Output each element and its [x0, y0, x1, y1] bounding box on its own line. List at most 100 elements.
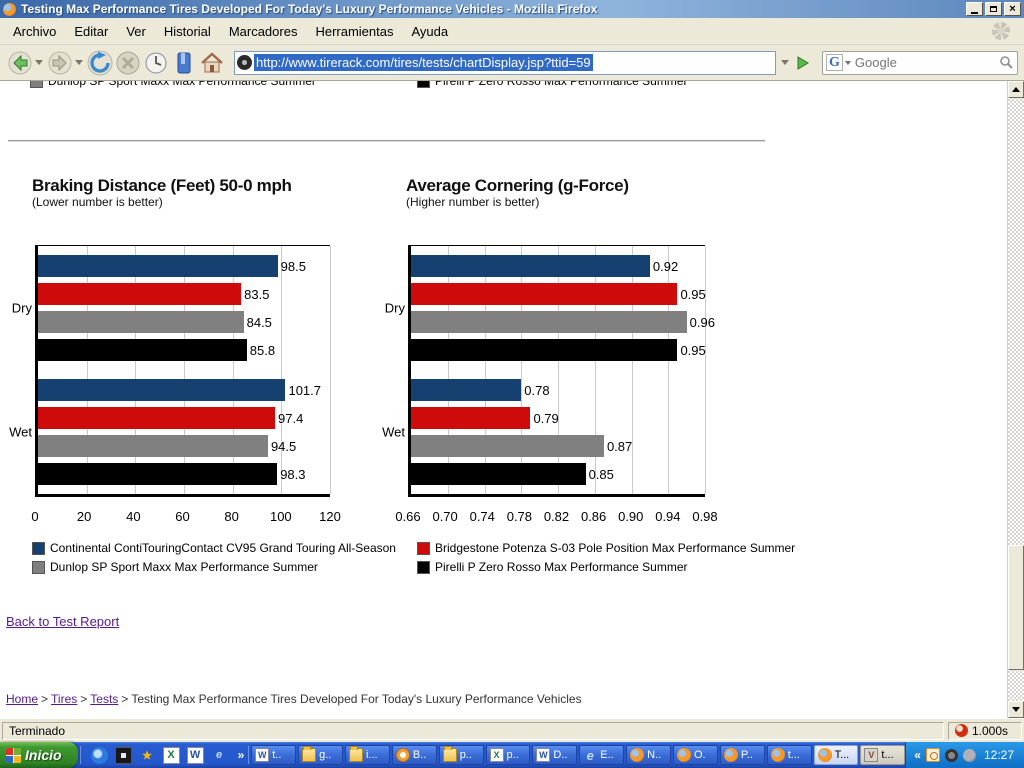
restore-button[interactable] [985, 2, 1002, 16]
search-box[interactable]: G [822, 50, 1018, 75]
folder-icon [442, 746, 457, 762]
minimize-button[interactable] [966, 2, 983, 16]
taskbar-window-button[interactable]: B.. [391, 745, 437, 765]
bar [411, 407, 531, 429]
taskbar-window-button[interactable]: T... [813, 745, 859, 765]
taskbar-window-button[interactable]: P.. [719, 745, 765, 765]
ie-swirl-icon[interactable] [90, 746, 108, 764]
taskbar-window-button[interactable]: t.. [251, 745, 297, 765]
bar [38, 311, 244, 333]
taskbar-button-label: B.. [412, 749, 427, 761]
media-icon[interactable] [114, 746, 132, 764]
taskbar-window-button[interactable]: E.. [579, 745, 625, 765]
menu-item-ver[interactable]: Ver [126, 23, 146, 39]
legend-label: Dunlop SP Sport Maxx Max Performance Sum… [48, 81, 316, 88]
taskbar-window-button[interactable]: t... [766, 745, 812, 765]
taskbar-window-button[interactable]: O. [672, 745, 718, 765]
clipped-legend-item: Pirelli P Zero Rosso Max Performance Sum… [417, 81, 688, 88]
ie-icon[interactable] [211, 747, 228, 764]
gridline [668, 246, 670, 494]
url-bar[interactable]: http://www.tirerack.com/tires/tests/char… [234, 50, 776, 75]
close-button[interactable]: × [1004, 2, 1021, 16]
menu-item-historial[interactable]: Historial [163, 23, 211, 39]
menu-item-ayuda[interactable]: Ayuda [411, 23, 449, 39]
url-text[interactable]: http://www.tirerack.com/tires/tests/char… [254, 54, 593, 71]
forward-button[interactable] [46, 49, 74, 77]
taskbar-window-button[interactable]: D.. [532, 745, 578, 765]
back-dropdown-icon[interactable] [35, 60, 43, 65]
quick-launch-overflow-icon[interactable]: » [237, 748, 245, 762]
menu-item-archivo[interactable]: Archivo [13, 23, 57, 39]
taskbar-window-button[interactable]: N.. [626, 745, 671, 765]
taskbar-window-button[interactable]: t... [860, 745, 906, 765]
legend-swatch [32, 560, 45, 574]
bar-row: 101.7 [38, 379, 330, 401]
start-button[interactable]: Inicio [0, 742, 78, 768]
home-button[interactable] [198, 49, 226, 77]
breadcrumb-link-tires[interactable]: Tires [51, 692, 78, 706]
legend-item: Continental ContiTouringContact CV95 Gra… [32, 541, 417, 555]
scroll-up-button[interactable] [1008, 81, 1024, 98]
x-tick-label: 0.86 [580, 509, 607, 524]
vertical-scrollbar[interactable] [1007, 81, 1024, 718]
tray-gear-icon[interactable] [944, 748, 958, 762]
bar-value-label: 84.5 [246, 314, 272, 330]
go-button[interactable] [792, 51, 814, 75]
chart-subtitle-braking: (Lower number is better) [32, 195, 163, 209]
bar-row: 0.95 [411, 339, 706, 361]
system-tray: « 12:27 [905, 742, 1024, 768]
excel-icon[interactable] [162, 746, 180, 764]
bar-row: 0.95 [411, 283, 706, 305]
breadcrumb-separator: > [41, 692, 49, 706]
legend-label: Pirelli P Zero Rosso Max Performance Sum… [435, 560, 688, 574]
taskbar-window-button[interactable]: g.. [298, 745, 343, 765]
gridline [447, 246, 449, 494]
star-icon[interactable] [139, 747, 156, 764]
x-tick-label: 0.98 [692, 509, 718, 524]
history-button[interactable] [142, 49, 170, 77]
legend-swatch [417, 560, 430, 574]
scroll-down-button[interactable] [1008, 701, 1024, 718]
bookmark-button[interactable] [170, 49, 198, 77]
bar-row: 0.85 [411, 463, 705, 485]
url-dropdown-icon[interactable] [781, 60, 789, 65]
search-magnifier-icon[interactable] [999, 55, 1014, 70]
breadcrumb-link-tests[interactable]: Tests [90, 692, 119, 706]
search-input[interactable] [854, 55, 999, 70]
bar [411, 435, 604, 457]
back-to-test-report-link[interactable]: Back to Test Report [6, 614, 120, 629]
reload-button[interactable] [86, 49, 114, 77]
menu-item-herramientas[interactable]: Herramientas [315, 23, 394, 39]
taskbar-button-label: i... [365, 749, 378, 761]
forward-dropdown-icon[interactable] [75, 60, 83, 65]
x-tick-label: 0.94 [655, 509, 681, 524]
search-engine-dropdown-icon[interactable] [844, 60, 851, 65]
x-tick-label: 80 [224, 509, 239, 524]
taskbar-window-button[interactable]: p.. [438, 745, 484, 765]
load-timer-panel: 1.000s [948, 721, 1022, 740]
taskbar-window-button[interactable]: i... [344, 745, 390, 765]
taskbar-window-button[interactable]: p.. [485, 745, 531, 765]
breadcrumb-separator: > [80, 692, 88, 706]
word-icon [536, 748, 551, 762]
x-axis-cornering: 0.66 0.70 0.74 0.78 0.82 0.86 0.90 0.94 0.98 [395, 509, 717, 525]
tray-clock-app-icon[interactable] [925, 748, 940, 762]
word-icon[interactable] [186, 746, 204, 764]
tray-collapse-icon[interactable]: « [914, 748, 921, 762]
gridline [631, 246, 633, 494]
scrollbar-thumb[interactable] [1008, 545, 1024, 670]
stop-button[interactable] [114, 49, 142, 77]
google-logo-icon[interactable]: G [826, 54, 843, 71]
bar-row: 97.4 [38, 407, 330, 429]
taskbar-button-label: t.. [272, 749, 282, 761]
throbber-icon [992, 22, 1010, 40]
group-label-dry: Dry [11, 300, 32, 316]
gridline [484, 246, 486, 494]
back-button[interactable] [6, 49, 34, 77]
tray-volume-icon[interactable] [962, 748, 976, 762]
breadcrumb-link-home[interactable]: Home [6, 692, 39, 706]
legend-item: Bridgestone Potenza S-03 Pole Position M… [417, 541, 795, 555]
menu-item-editar[interactable]: Editar [74, 23, 109, 39]
menu-item-marcadores[interactable]: Marcadores [228, 23, 298, 39]
taskbar-button-label: P.. [740, 749, 753, 761]
